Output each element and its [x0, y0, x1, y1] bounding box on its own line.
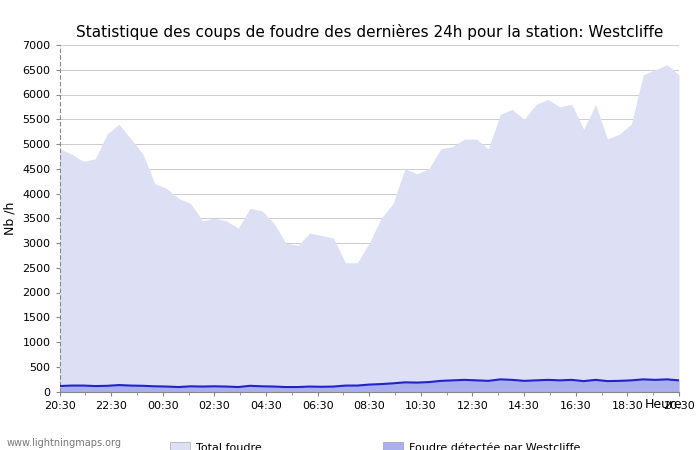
Text: Heure: Heure	[645, 398, 682, 411]
Text: www.lightningmaps.org: www.lightningmaps.org	[7, 438, 122, 448]
Title: Statistique des coups de foudre des dernières 24h pour la station: Westcliffe: Statistique des coups de foudre des dern…	[76, 24, 663, 40]
Legend: Total foudre, Moyenne de toutes les stations, Foudre détectée par Westcliffe: Total foudre, Moyenne de toutes les stat…	[170, 442, 580, 450]
Y-axis label: Nb /h: Nb /h	[4, 202, 17, 235]
